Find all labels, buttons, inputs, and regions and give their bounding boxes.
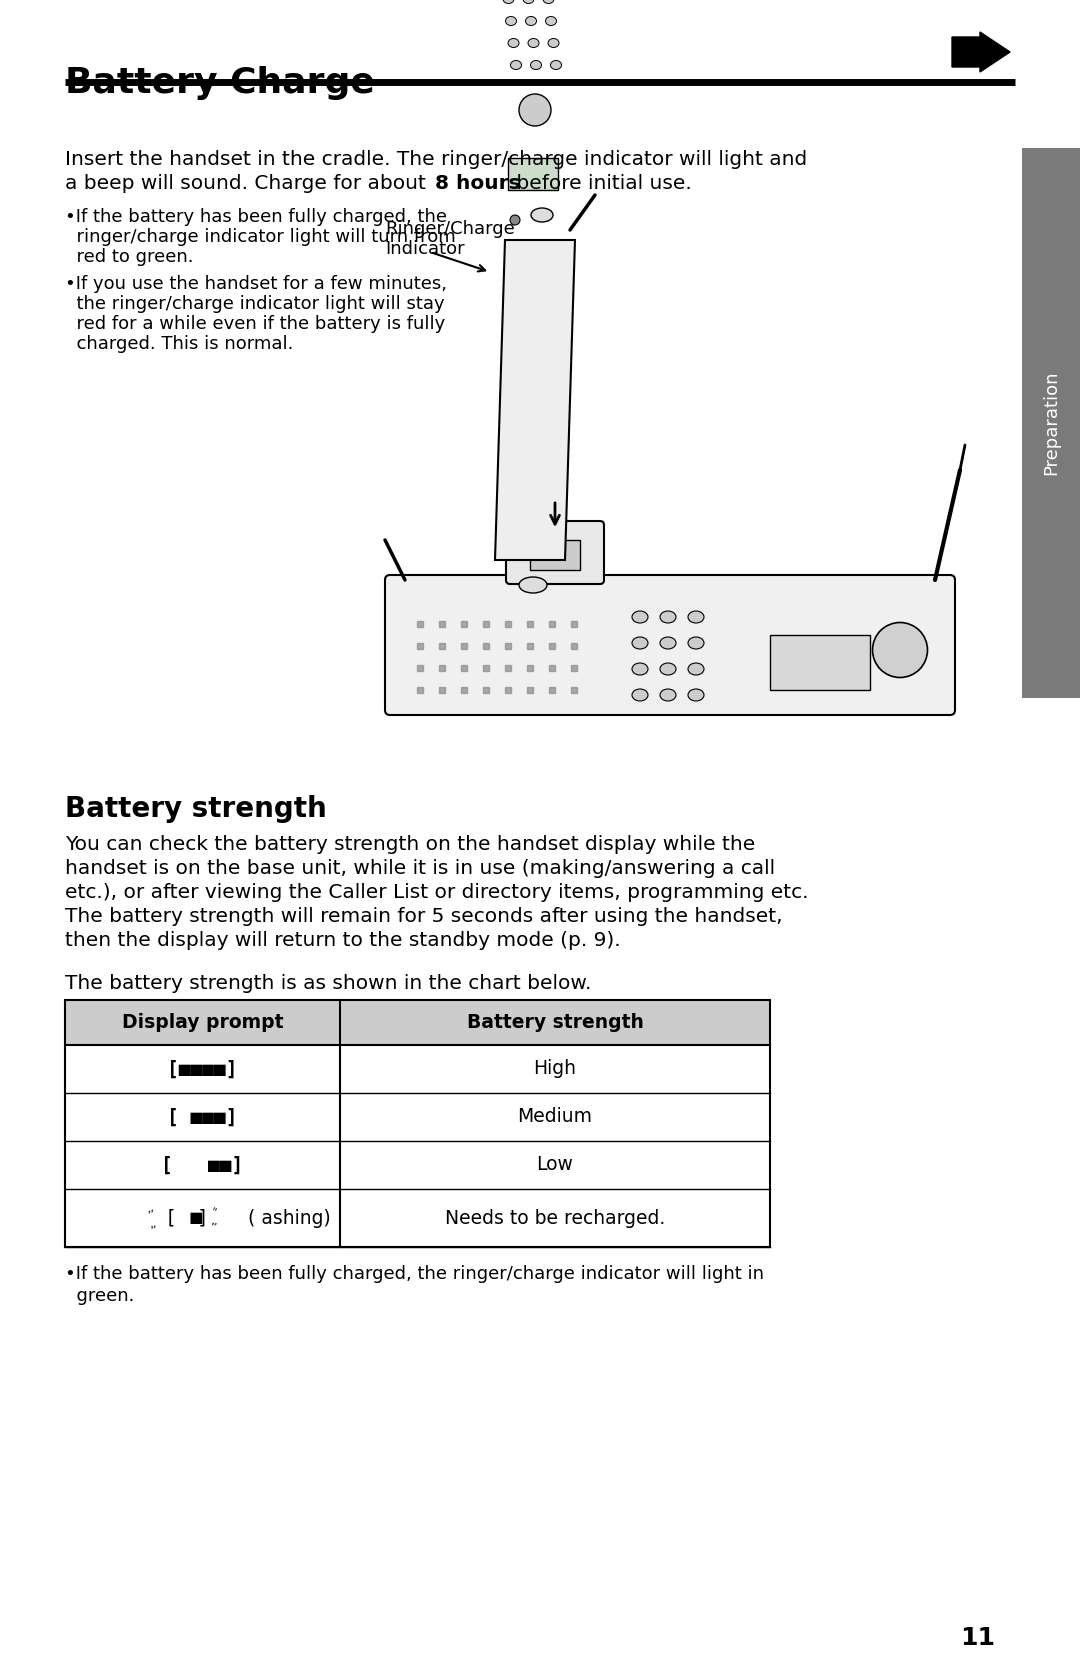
Ellipse shape [873, 623, 928, 678]
Ellipse shape [660, 638, 676, 649]
Text: ’’: ’’ [147, 1207, 159, 1222]
FancyBboxPatch shape [384, 576, 955, 714]
Ellipse shape [519, 577, 546, 592]
Bar [508, 159, 558, 190]
Text: •If the battery has been fully charged, the ringer/charge indicator will light i: •If the battery has been fully charged, … [65, 1265, 764, 1283]
FancyBboxPatch shape [507, 521, 604, 584]
Text: before initial use.: before initial use. [510, 174, 692, 194]
Text: ]: ] [197, 1208, 208, 1227]
Ellipse shape [688, 611, 704, 623]
Text: handset is on the base unit, while it is in use (making/answering a call: handset is on the base unit, while it is… [65, 860, 775, 878]
Ellipse shape [508, 38, 519, 47]
Text: Insert the handset in the cradle. The ringer/charge indicator will light and: Insert the handset in the cradle. The ri… [65, 150, 807, 169]
Text: You can check the battery strength on the handset display while the: You can check the battery strength on th… [65, 834, 755, 855]
Ellipse shape [632, 689, 648, 701]
Ellipse shape [632, 663, 648, 674]
Ellipse shape [523, 0, 534, 3]
Bar [530, 541, 580, 571]
Text: red for a while even if the battery is fully: red for a while even if the battery is f… [65, 315, 445, 334]
Ellipse shape [688, 689, 704, 701]
Bar [1022, 149, 1080, 698]
Ellipse shape [660, 689, 676, 701]
Text: [■■■■]: [■■■■] [167, 1060, 238, 1078]
Ellipse shape [688, 638, 704, 649]
Text: then the display will return to the standby mode (p. 9).: then the display will return to the stan… [65, 931, 621, 950]
Ellipse shape [551, 60, 562, 70]
Ellipse shape [530, 60, 541, 70]
Bar [770, 634, 870, 689]
Ellipse shape [688, 663, 704, 674]
Text: [: [ [164, 1208, 176, 1227]
Ellipse shape [503, 0, 514, 3]
Text: ( ashing): ( ashing) [247, 1208, 330, 1227]
Text: Indicator: Indicator [384, 240, 464, 259]
Text: red to green.: red to green. [65, 249, 193, 265]
Text: ringer/charge indicator light will turn from: ringer/charge indicator light will turn … [65, 229, 456, 245]
Text: [   ■■]: [ ■■] [161, 1155, 244, 1175]
Text: a beep will sound. Charge for about: a beep will sound. Charge for about [65, 174, 432, 194]
Text: 8 hours: 8 hours [435, 174, 521, 194]
Text: [ ■■■]: [ ■■■] [167, 1108, 238, 1127]
Text: '': '' [210, 1207, 219, 1218]
Text: charged. This is normal.: charged. This is normal. [65, 335, 294, 354]
Text: Battery strength: Battery strength [467, 1013, 644, 1031]
Ellipse shape [543, 0, 554, 3]
Ellipse shape [526, 17, 537, 25]
Bar [65, 1000, 770, 1045]
Ellipse shape [632, 638, 648, 649]
Polygon shape [495, 240, 575, 561]
FancyArrow shape [951, 32, 1010, 72]
Ellipse shape [511, 60, 522, 70]
Ellipse shape [632, 611, 648, 623]
Text: ,,: ,, [211, 1217, 219, 1227]
Ellipse shape [519, 93, 551, 125]
Text: etc.), or after viewing the Caller List or directory items, programming etc.: etc.), or after viewing the Caller List … [65, 883, 809, 901]
Ellipse shape [505, 17, 516, 25]
Text: The battery strength is as shown in the chart below.: The battery strength is as shown in the … [65, 975, 592, 993]
Text: 11: 11 [960, 1626, 995, 1651]
Text: Preparation: Preparation [1042, 371, 1059, 476]
Text: Ringer/Charge: Ringer/Charge [384, 220, 515, 239]
Ellipse shape [545, 17, 556, 25]
Text: Battery strength: Battery strength [65, 794, 327, 823]
Ellipse shape [531, 209, 553, 222]
Ellipse shape [528, 38, 539, 47]
Ellipse shape [660, 611, 676, 623]
Text: ■: ■ [167, 1208, 202, 1227]
Text: Display prompt: Display prompt [122, 1013, 283, 1031]
Ellipse shape [510, 215, 519, 225]
Text: Needs to be recharged.: Needs to be recharged. [445, 1208, 665, 1227]
Text: Low: Low [537, 1155, 573, 1175]
Text: the ringer/charge indicator light will stay: the ringer/charge indicator light will s… [65, 295, 445, 314]
Text: The battery strength will remain for 5 seconds after using the handset,: The battery strength will remain for 5 s… [65, 906, 783, 926]
Text: •If you use the handset for a few minutes,: •If you use the handset for a few minute… [65, 275, 447, 294]
Text: Medium: Medium [517, 1108, 593, 1127]
Text: •If the battery has been fully charged, the: •If the battery has been fully charged, … [65, 209, 447, 225]
Ellipse shape [660, 663, 676, 674]
Text: green.: green. [65, 1287, 134, 1305]
Text: High: High [534, 1060, 577, 1078]
Text: Battery Charge: Battery Charge [65, 67, 375, 100]
Ellipse shape [548, 38, 559, 47]
Text: ,,: ,, [148, 1218, 157, 1230]
Bar [65, 1000, 770, 1247]
